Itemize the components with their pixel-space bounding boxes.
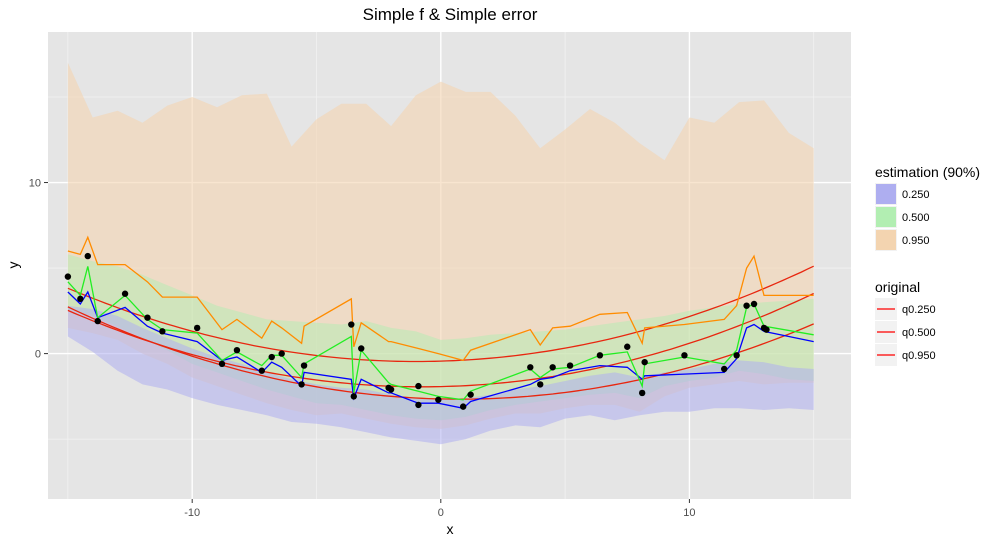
data-point <box>641 358 648 366</box>
data-point <box>435 396 442 403</box>
data-point <box>218 360 226 368</box>
data-point <box>527 364 534 371</box>
data-point <box>64 273 72 280</box>
data-point <box>566 362 574 369</box>
legend-label-0500: 0.500 <box>902 212 930 224</box>
y-tick-label: 10 <box>29 178 41 190</box>
data-point <box>387 386 395 393</box>
line-0.950 <box>67 235 814 362</box>
legend-label-q0500: q0.500 <box>902 327 936 339</box>
curve-q0.500 <box>67 292 814 388</box>
data-point <box>459 403 467 410</box>
legend-swatch-0950 <box>876 230 896 250</box>
observed-points <box>64 252 770 410</box>
data-point <box>415 401 422 409</box>
band-0.250 <box>67 305 814 445</box>
x-tick-label: 10 <box>683 507 695 519</box>
line-0.500 <box>67 266 814 401</box>
data-point <box>300 362 308 369</box>
legend-swatch-0250 <box>876 184 896 204</box>
legend-estimation: estimation (90%) 0.250 0.500 0.950 <box>875 164 980 251</box>
data-point <box>763 326 770 333</box>
y-tick-label: 0 <box>35 349 41 361</box>
data-point <box>193 324 201 332</box>
x-tick-label: 0 <box>438 507 444 519</box>
data-point <box>750 300 758 308</box>
data-point <box>721 365 728 373</box>
data-point <box>84 252 91 260</box>
data-point <box>298 381 305 388</box>
legend-original: original q0.250 q0.500 q0.950 <box>875 279 936 366</box>
data-point <box>258 367 266 374</box>
data-point <box>537 381 544 388</box>
legend-swatch-0500 <box>876 207 896 227</box>
legend-original-title: original <box>875 279 920 295</box>
y-axis-title: y <box>5 262 21 269</box>
data-point <box>733 352 740 359</box>
data-point <box>467 391 474 398</box>
data-point <box>233 346 241 354</box>
data-point <box>159 328 166 335</box>
estimation-lines <box>67 235 814 410</box>
line-0.250 <box>67 290 814 410</box>
data-point <box>624 343 631 350</box>
legend-label-q0950: q0.950 <box>902 350 936 362</box>
curve-q0.950 <box>67 265 814 363</box>
data-point <box>94 317 101 325</box>
data-point <box>549 364 556 371</box>
data-point <box>144 314 151 321</box>
x-tick-label: -10 <box>184 507 200 519</box>
data-point <box>121 290 129 297</box>
data-point <box>278 350 285 357</box>
data-point <box>415 382 422 390</box>
legend-label-q0250: q0.250 <box>902 304 936 316</box>
x-axis-title: x <box>447 521 454 537</box>
data-point <box>681 352 688 359</box>
axis-ticks: -10 0 10 0 10 <box>29 178 696 519</box>
legend-estimation-title: estimation (90%) <box>875 164 980 180</box>
data-point <box>77 295 84 303</box>
data-point <box>358 345 365 352</box>
data-point <box>638 389 646 397</box>
data-point <box>743 302 750 309</box>
data-point <box>350 393 357 400</box>
data-point <box>348 321 355 328</box>
chart-title: Simple f & Simple error <box>363 5 538 24</box>
data-point <box>268 353 275 361</box>
legend-label-0950: 0.950 <box>902 235 930 247</box>
estimation-bands <box>67 62 814 445</box>
data-point <box>596 352 604 359</box>
legend-label-0250: 0.250 <box>902 189 930 201</box>
